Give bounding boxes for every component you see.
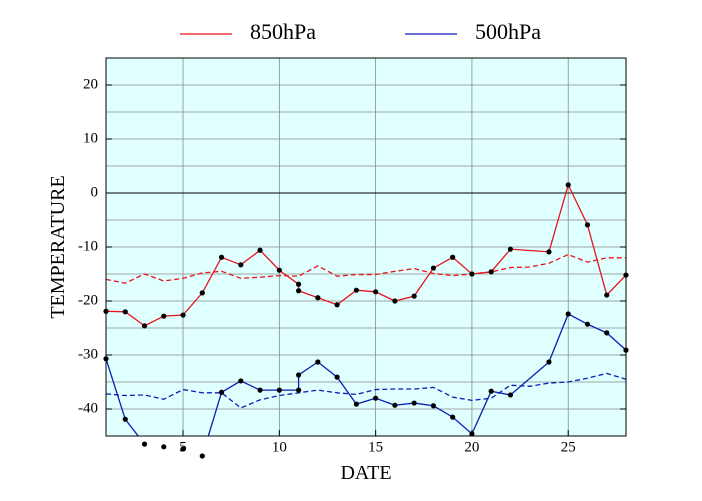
data-point (276, 267, 282, 273)
data-point (218, 389, 225, 395)
data-point (180, 446, 186, 452)
data-point (353, 401, 359, 407)
data-point (238, 378, 244, 384)
data-point (199, 290, 205, 296)
data-point (450, 254, 456, 260)
y-tick-label: -40 (78, 400, 98, 416)
data-point (450, 414, 456, 420)
data-point (392, 298, 398, 304)
plot-frame (105, 57, 627, 437)
data-point (238, 262, 244, 268)
data-point (411, 400, 417, 406)
data-point (411, 293, 417, 299)
y-tick-label: -30 (78, 346, 98, 362)
series-line (106, 313, 626, 436)
data-point (469, 271, 475, 277)
data-point (373, 395, 379, 401)
data-point (488, 269, 494, 275)
data-point (584, 222, 591, 228)
data-point (353, 287, 359, 293)
y-tick-label: 0 (91, 184, 99, 200)
data-point (141, 323, 148, 329)
data-point (488, 388, 494, 394)
data-point (430, 403, 437, 409)
y-tick-label: -20 (78, 292, 98, 308)
legend-label: 850hPa (250, 19, 316, 44)
data-point (122, 416, 128, 422)
data-point (565, 182, 571, 188)
x-tick-label: 20 (464, 439, 479, 455)
data-point (315, 359, 321, 365)
data-point (546, 359, 552, 365)
data-point (257, 247, 263, 253)
data-point (584, 321, 591, 327)
data-point (604, 330, 610, 336)
data-point (373, 289, 379, 295)
data-point (507, 392, 514, 398)
data-point (276, 387, 282, 393)
data-point (430, 265, 437, 271)
series-line (106, 253, 626, 284)
data-point (295, 387, 302, 393)
y-tick-label: 10 (83, 130, 98, 146)
series-line (106, 372, 626, 409)
data-point (199, 453, 205, 459)
series-line (106, 183, 626, 327)
y-tick-label: 20 (83, 76, 98, 92)
data-point (161, 444, 167, 450)
data-point (334, 302, 340, 308)
x-tick-label: 25 (561, 439, 576, 455)
x-tick-label: 10 (272, 439, 287, 455)
data-point (469, 431, 475, 437)
data-point (546, 249, 552, 255)
data-point (141, 441, 148, 447)
legend-label: 500hPa (475, 19, 541, 44)
lines (106, 183, 626, 436)
data-point (180, 312, 186, 318)
x-tick-label: 15 (368, 439, 383, 455)
data-point (604, 292, 610, 298)
data-point (392, 402, 398, 408)
data-point (507, 246, 514, 252)
data-point (315, 295, 321, 301)
x-axis-label: DATE (340, 462, 391, 484)
y-tick-label: -10 (78, 238, 98, 254)
data-point (122, 309, 128, 315)
data-point (295, 372, 302, 378)
data-point (257, 387, 263, 393)
data-point (218, 254, 225, 260)
data-point (334, 374, 340, 380)
data-point (161, 313, 167, 319)
y-axis-label: TEMPERATURE (47, 175, 69, 318)
data-point (295, 281, 302, 287)
data-point (295, 288, 302, 294)
data-point (565, 311, 571, 317)
